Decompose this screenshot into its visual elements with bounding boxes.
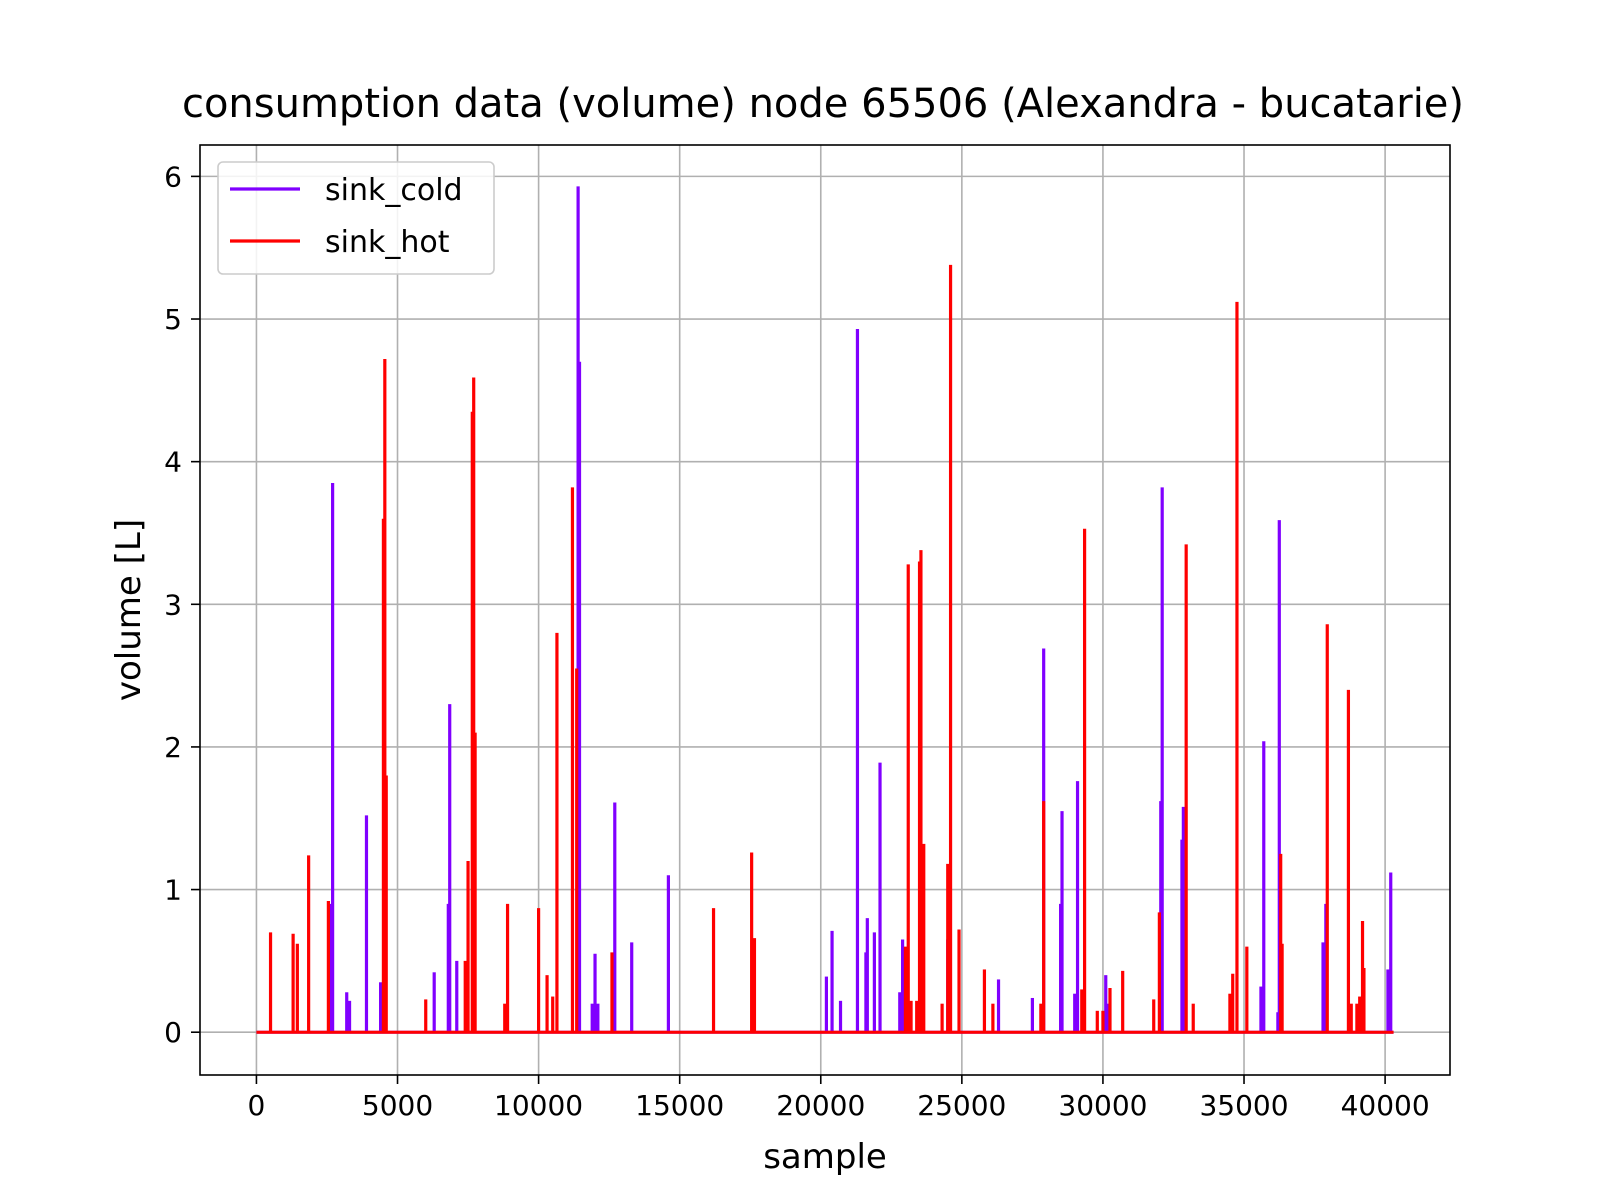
x-tick-label: 40000 (1341, 1089, 1430, 1122)
x-tick-label: 0 (248, 1089, 266, 1122)
legend-label-sink-hot: sink_hot (325, 225, 450, 260)
plot-frame (199, 144, 1451, 1076)
y-tick-label: 1 (164, 874, 182, 907)
y-axis-ticks: 0 1 2 3 4 5 6 (164, 160, 200, 1049)
x-tick-label: 15000 (635, 1089, 724, 1122)
y-tick-label: 4 (164, 446, 182, 479)
series-sink-hot (256, 264, 1394, 1034)
x-axis-ticks: 0 5000 10000 15000 20000 25000 30000 35000 40000 (248, 1075, 1430, 1122)
legend: sink_cold sink_hot (217, 161, 495, 275)
x-tick-label: 5000 (362, 1089, 433, 1122)
x-axis-label: sample (763, 1137, 887, 1177)
legend-label-sink-cold: sink_cold (325, 173, 463, 208)
y-tick-label: 2 (164, 731, 182, 764)
plot-area: 0 5000 10000 15000 20000 25000 30000 35000 40000… (164, 144, 1451, 1122)
y-axis-label: volume [L] (109, 519, 149, 701)
x-tick-label: 10000 (494, 1089, 583, 1122)
x-tick-label: 35000 (1199, 1089, 1288, 1122)
chart-title: consumption data (volume) node 65506 (Al… (182, 81, 1464, 127)
x-tick-label: 25000 (917, 1089, 1006, 1122)
y-tick-label: 6 (164, 160, 182, 193)
y-tick-label: 5 (164, 303, 182, 336)
y-tick-label: 3 (164, 588, 182, 621)
y-tick-label: 0 (164, 1016, 182, 1049)
x-tick-label: 30000 (1058, 1089, 1147, 1122)
x-tick-label: 20000 (776, 1089, 865, 1122)
series-layer (256, 186, 1394, 1034)
